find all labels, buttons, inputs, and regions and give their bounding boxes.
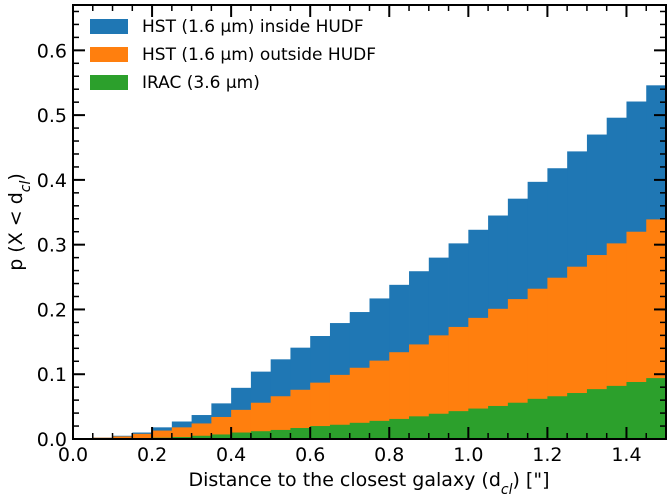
bar <box>310 426 331 439</box>
bar <box>191 435 212 439</box>
bar <box>270 429 291 439</box>
bar <box>171 427 192 439</box>
bars-layer <box>92 85 667 439</box>
bar <box>448 411 469 439</box>
tick-labels-layer: 0.0 0.2 0.4 0.6 0.8 1.0 1.2 1.4 0.0 0.1 0.2 0.3 0.4 0… <box>37 40 642 466</box>
x-tick-label: 1.4 <box>611 444 641 466</box>
bar <box>250 402 272 439</box>
legend-swatch <box>90 47 128 62</box>
y-tick-label: 0.0 <box>37 429 67 451</box>
x-tick-label: 0.4 <box>216 444 246 466</box>
bar <box>409 416 430 439</box>
legend-swatch <box>90 75 128 90</box>
bar <box>646 378 667 439</box>
bar <box>231 432 252 439</box>
bar <box>329 424 351 439</box>
bar <box>586 389 608 439</box>
bar <box>468 408 489 439</box>
bar <box>152 430 173 439</box>
bar <box>329 374 351 439</box>
bar <box>211 416 232 439</box>
bar <box>369 360 390 439</box>
legend-label: HST (1.6 μm) outside HUDF <box>142 45 376 65</box>
bar <box>290 427 311 439</box>
legend-label: HST (1.6 μm) inside HUDF <box>142 17 364 37</box>
bar <box>231 409 252 439</box>
x-tick-label: 0.2 <box>137 444 167 466</box>
x-tick-label: 1.0 <box>453 444 483 466</box>
x-axis-label: Distance to the closest galaxy (dcl) ["] <box>188 469 549 497</box>
bar <box>567 393 588 439</box>
bar <box>389 352 410 439</box>
series-3 <box>112 378 667 439</box>
bar <box>606 385 627 439</box>
x-tick-label: 0.8 <box>374 444 404 466</box>
bar <box>507 402 529 439</box>
bar <box>349 422 370 439</box>
legend: HST (1.6 μm) inside HUDF HST (1.6 μm) out… <box>90 17 376 93</box>
bar <box>389 418 410 439</box>
bar <box>409 344 430 439</box>
bar <box>349 367 370 439</box>
bar <box>270 396 291 439</box>
y-tick-label: 0.2 <box>37 299 67 321</box>
x-tick-label: 0.6 <box>295 444 325 466</box>
bar <box>369 420 390 439</box>
bar <box>448 326 469 439</box>
y-axis-label: p (X < dcl) <box>5 173 34 271</box>
y-tick-label: 0.4 <box>37 170 67 192</box>
y-tick-label: 0.3 <box>37 235 67 257</box>
bar <box>250 431 272 439</box>
bar <box>428 335 449 439</box>
bar <box>290 389 311 439</box>
bar <box>112 436 133 439</box>
bar <box>211 434 232 439</box>
bar <box>132 433 153 439</box>
legend-swatch <box>90 19 128 34</box>
bar <box>527 398 548 439</box>
y-tick-label: 0.5 <box>37 105 67 127</box>
x-tick-label: 1.2 <box>532 444 562 466</box>
y-tick-label: 0.6 <box>37 40 67 62</box>
bar <box>310 382 331 439</box>
x-tick-label: 0.0 <box>58 444 88 466</box>
bar <box>547 396 568 439</box>
bar <box>626 381 647 439</box>
bar <box>191 423 212 439</box>
legend-label: IRAC (3.6 μm) <box>142 73 260 93</box>
bar <box>488 405 509 439</box>
ticks-layer <box>72 5 666 440</box>
y-tick-label: 0.1 <box>37 364 67 386</box>
bar <box>428 413 449 439</box>
